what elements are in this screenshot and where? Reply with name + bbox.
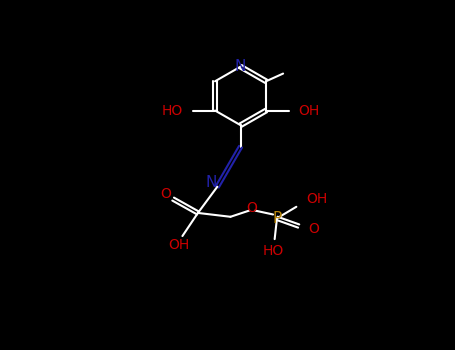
Text: OH: OH — [298, 104, 320, 118]
Text: HO: HO — [263, 244, 284, 258]
Text: HO: HO — [161, 104, 182, 118]
Text: N: N — [235, 59, 246, 74]
Text: OH: OH — [306, 192, 328, 206]
Text: P: P — [273, 211, 282, 226]
Text: N: N — [205, 175, 217, 190]
Text: OH: OH — [168, 238, 189, 252]
Text: O: O — [160, 188, 171, 202]
Text: O: O — [308, 222, 319, 236]
Text: O: O — [247, 201, 258, 215]
